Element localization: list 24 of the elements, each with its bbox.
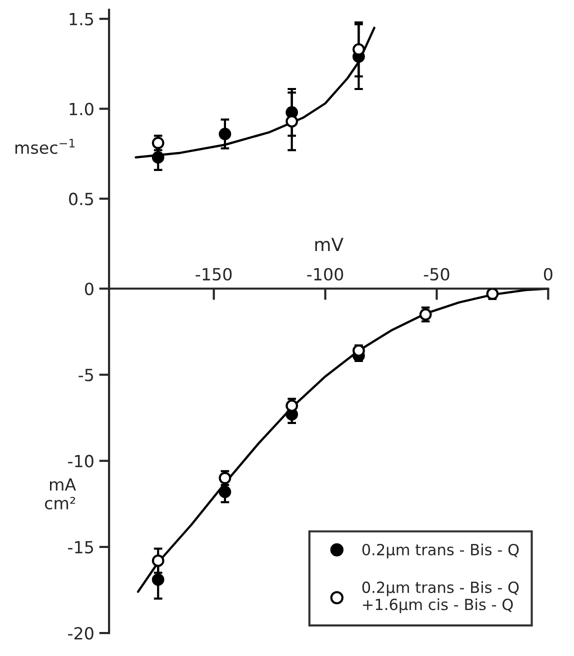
y-tick-label: -5 <box>78 368 94 382</box>
y-axis-title: msec$^{−1}$ <box>15 138 75 154</box>
x-tick-label: -150 <box>196 268 232 281</box>
y-tick-label: -15 <box>68 541 94 554</box>
y-tick-label: 1.0 <box>70 102 94 116</box>
x-tick-label: -100 <box>307 268 344 281</box>
y-tick-label: -10 <box>68 454 94 468</box>
y-tick-label: 0 <box>84 282 94 296</box>
legend-label: 0.2μm trans - Bis - Q +1.6μm cis - Bis - Q <box>362 581 519 614</box>
point <box>218 486 232 498</box>
x-axis-title: mV <box>315 238 344 251</box>
point <box>486 288 499 300</box>
point <box>152 554 164 567</box>
point <box>286 115 298 128</box>
legend-label: 0.2μm trans - Bis - Q <box>362 544 519 558</box>
point <box>152 151 164 164</box>
y-tick-label: 1.5 <box>70 13 94 26</box>
y-tick-label: 0.5 <box>69 192 94 206</box>
y-axis-title: mA cm² <box>44 478 76 510</box>
x-tick-label: -50 <box>424 268 450 281</box>
point <box>218 128 232 140</box>
point <box>152 573 164 586</box>
y-tick-label: -20 <box>68 627 94 640</box>
x-tick-label: 0 <box>544 268 552 281</box>
